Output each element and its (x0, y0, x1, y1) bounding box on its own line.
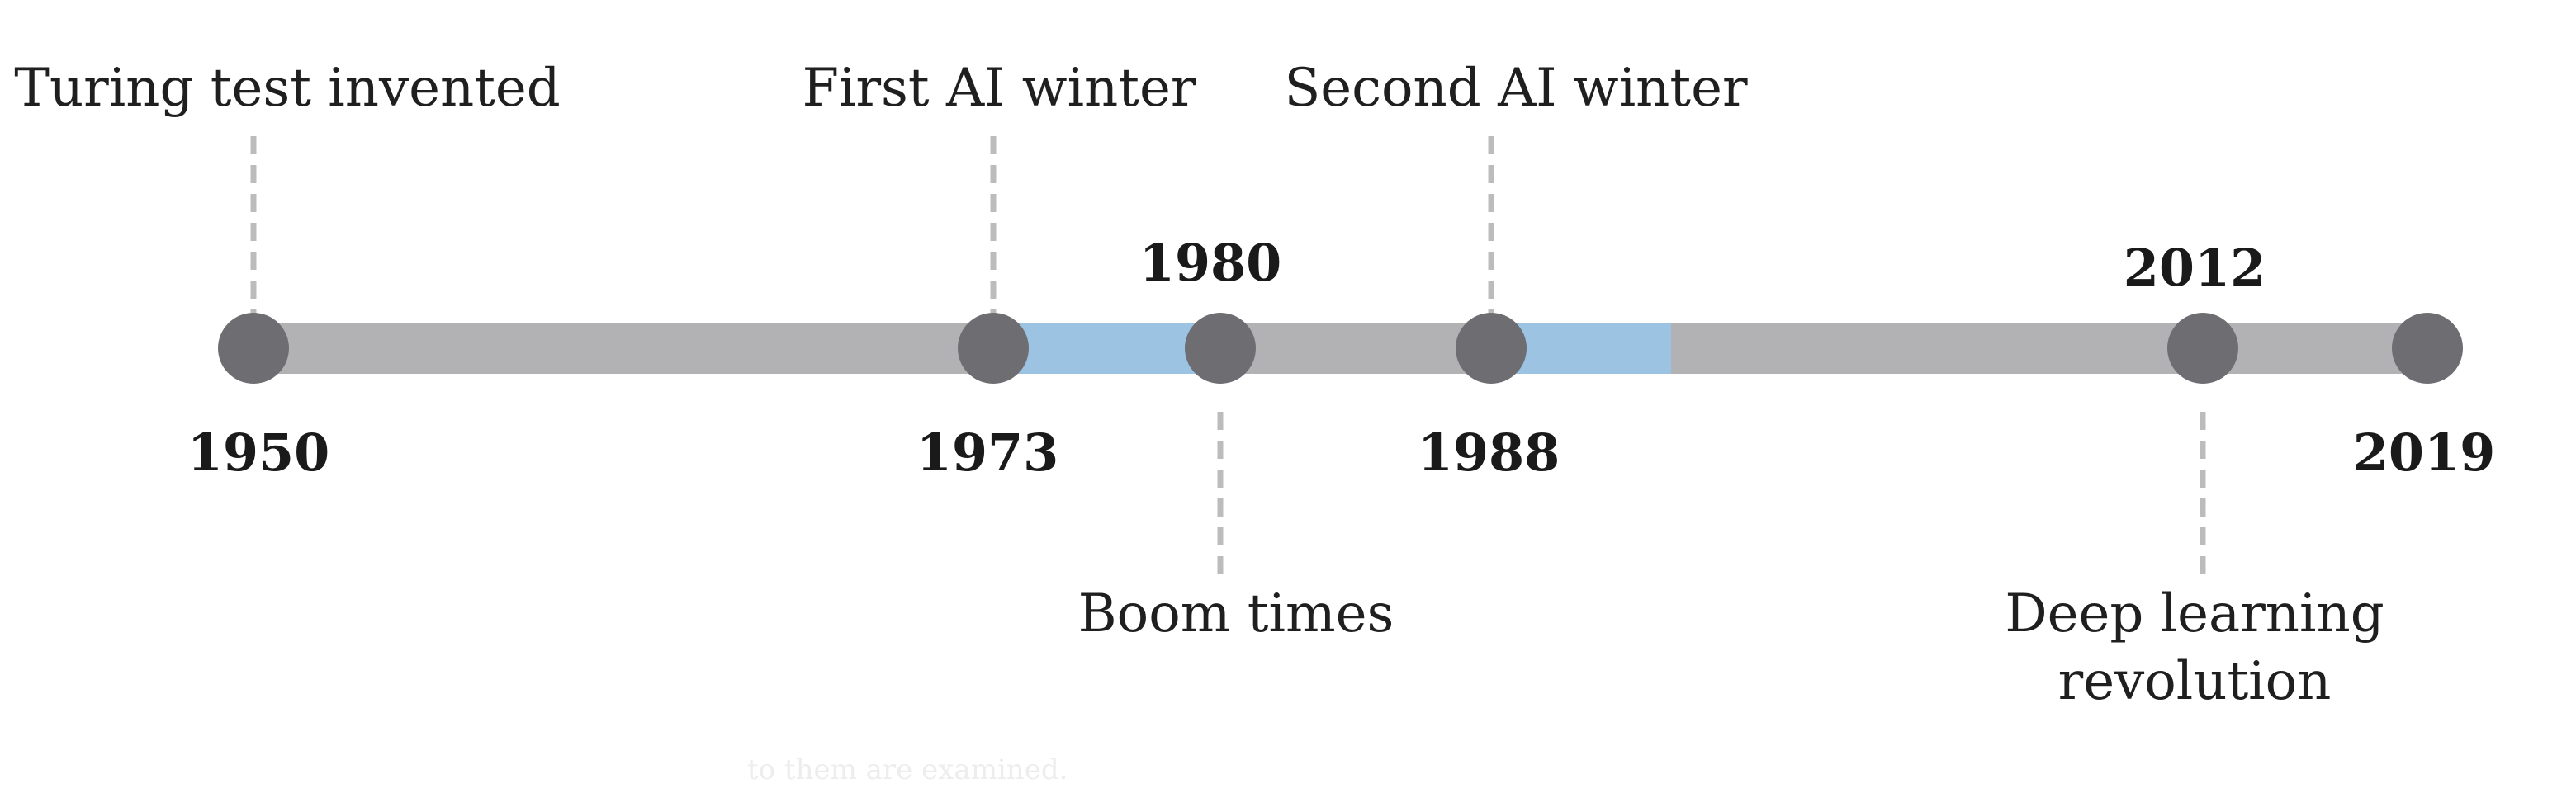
timeline-node-1973 (958, 313, 1029, 384)
event-label-line: Second AI winter (1284, 58, 1748, 119)
year-label: 1950 (187, 422, 330, 483)
faint-caption-fragment: to them are examined. (747, 753, 1068, 786)
year-label: 2012 (2124, 238, 2266, 298)
ai-winter-span-1 (993, 323, 1220, 374)
timeline-node-2012 (2167, 313, 2238, 384)
event-label: Second AI winter (1284, 58, 1748, 119)
event-label-line: Deep learning (2005, 583, 2384, 644)
timeline-node-1950 (218, 313, 289, 384)
timeline-track (253, 323, 2427, 374)
event-label-line: First AI winter (803, 58, 1196, 119)
event-label: Boom times (1078, 583, 1395, 644)
event-label: Deep learning revolution (2005, 583, 2384, 712)
timeline-node-2019 (2392, 313, 2463, 384)
timeline-node-1980 (1185, 313, 1256, 384)
year-label: 1988 (1418, 422, 1560, 483)
event-label-line: Turing test invented (14, 58, 561, 119)
event-label: First AI winter (803, 58, 1196, 119)
year-label: 2019 (2353, 422, 2496, 483)
event-label-line: Boom times (1078, 583, 1395, 644)
timeline-node-1988 (1456, 313, 1527, 384)
year-label: 1973 (916, 422, 1059, 483)
event-label-line: revolution (2058, 651, 2332, 712)
year-label: 1980 (1139, 233, 1282, 293)
event-label: Turing test invented (14, 58, 561, 119)
